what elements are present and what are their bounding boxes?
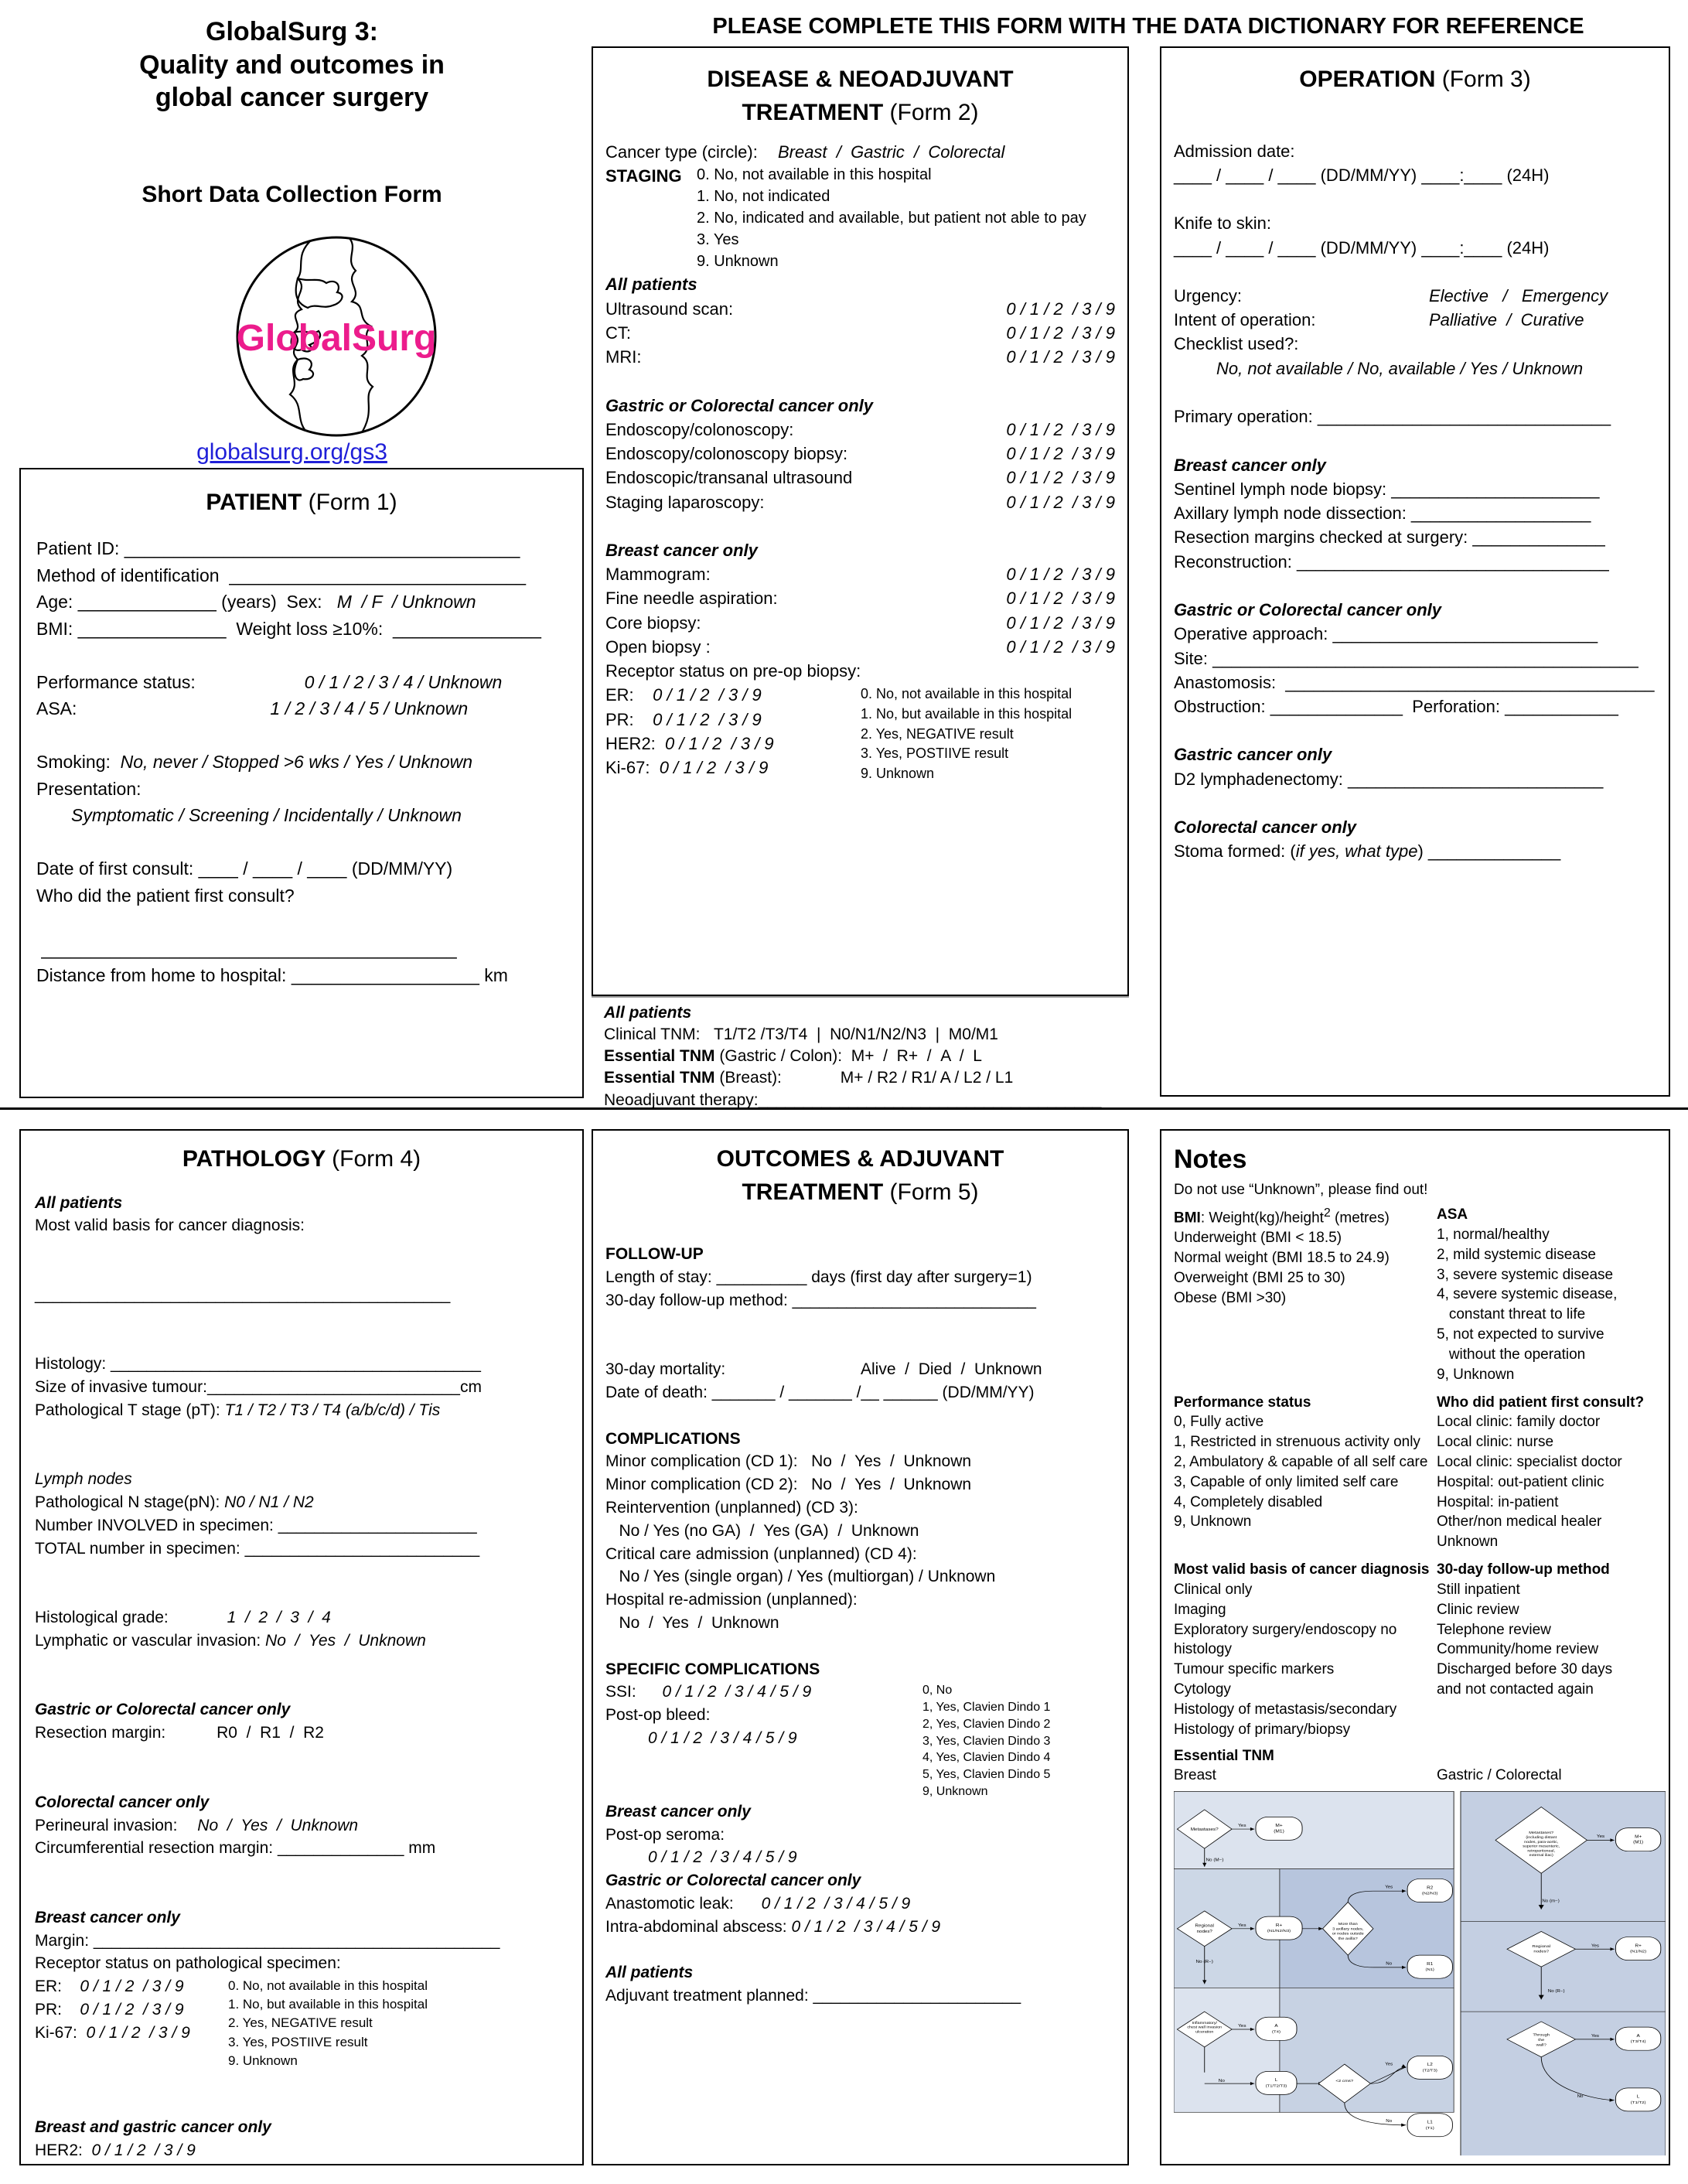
svg-text:No (R−): No (R−)	[1548, 1990, 1565, 1994]
svg-text:Metastases?: Metastases?	[1529, 1831, 1553, 1834]
svg-text:Yes: Yes	[1591, 2035, 1599, 2039]
svg-text:Yes: Yes	[1385, 2063, 1393, 2066]
svg-text:No: No	[1386, 1962, 1392, 1966]
svg-text:Yes: Yes	[1238, 1824, 1246, 1828]
svg-text:M+: M+	[1275, 1824, 1283, 1828]
svg-text:ulceration: ulceration	[1195, 2030, 1214, 2034]
svg-text:(including distant: (including distant	[1526, 1836, 1557, 1840]
svg-text:Metastases?: Metastases?	[1191, 1828, 1219, 1832]
svg-text:wall?: wall?	[1536, 2043, 1546, 2047]
svg-text:A: A	[1274, 2025, 1277, 2029]
svg-text:More than: More than	[1338, 1923, 1358, 1926]
svg-text:Yes: Yes	[1238, 1924, 1246, 1928]
svg-text:Regional: Regional	[1195, 1924, 1214, 1928]
svg-text:R2: R2	[1427, 1886, 1433, 1890]
svg-text:(N1/N2/N3): (N1/N2/N3)	[1267, 1930, 1291, 1933]
svg-text:A: A	[1637, 2035, 1640, 2039]
svg-text:M+: M+	[1635, 1835, 1642, 1839]
svg-text:Yes: Yes	[1385, 1885, 1393, 1889]
svg-text:No (M−): No (M−)	[1205, 1858, 1223, 1862]
svg-text:Inflammatory/: Inflammatory/	[1192, 2022, 1217, 2025]
svg-text:R1: R1	[1427, 1963, 1433, 1967]
svg-text:superior mesenteric,: superior mesenteric,	[1523, 1844, 1560, 1848]
svg-text:the axilla?: the axilla?	[1338, 1937, 1358, 1941]
svg-text:Yes: Yes	[1597, 1834, 1604, 1838]
svg-text:No (m−): No (m−)	[1542, 1899, 1560, 1903]
svg-text:external iliac): external iliac)	[1529, 1854, 1554, 1858]
svg-text:No: No	[1577, 2095, 1584, 2099]
svg-text:L1: L1	[1427, 2121, 1433, 2124]
svg-text:(T3/T4): (T3/T4)	[1631, 2040, 1646, 2044]
svg-text:(M1): (M1)	[1633, 1841, 1643, 1844]
svg-text:(N1/N2): (N1/N2)	[1630, 1950, 1646, 1954]
svg-text:No: No	[1386, 2120, 1392, 2124]
svg-text:(T1/T2): (T1/T2)	[1631, 2101, 1646, 2105]
svg-text:the: the	[1538, 2039, 1544, 2042]
svg-text:chest wall invasion: chest wall invasion	[1187, 2025, 1222, 2029]
svg-text:(M1): (M1)	[1274, 1830, 1284, 1834]
svg-text:(T2/T3): (T2/T3)	[1423, 2069, 1437, 2073]
svg-text:(T4): (T4)	[1272, 2030, 1280, 2034]
svg-text:(N2/N3): (N2/N3)	[1422, 1892, 1438, 1896]
svg-text:(N1): (N1)	[1426, 1968, 1435, 1972]
svg-text:nodes?: nodes?	[1533, 1950, 1549, 1954]
svg-text:nodes, para-aortic,: nodes, para-aortic,	[1524, 1841, 1558, 1844]
svg-text:Through: Through	[1533, 2033, 1550, 2037]
svg-text:R+: R+	[1276, 1924, 1283, 1928]
svg-text:retroperitoneal,: retroperitoneal,	[1527, 1849, 1555, 1853]
svg-text:(T1/T2/T3): (T1/T2/T3)	[1266, 2084, 1287, 2088]
svg-text:(T1): (T1)	[1426, 2126, 1434, 2130]
svg-text:L2: L2	[1427, 2063, 1433, 2067]
svg-text:or nodes outside: or nodes outside	[1332, 1932, 1364, 1936]
svg-text:Yes: Yes	[1238, 2025, 1246, 2029]
svg-text:3 axillary nodes,: 3 axillary nodes,	[1332, 1927, 1363, 1931]
svg-text:Regional: Regional	[1532, 1945, 1550, 1949]
svg-text:nodes?: nodes?	[1197, 1930, 1212, 1934]
svg-text:No: No	[1219, 2080, 1225, 2083]
svg-text:R+: R+	[1635, 1944, 1642, 1948]
svg-text:GlobalSurg: GlobalSurg	[237, 318, 437, 359]
svg-text:<2 cms?: <2 cms?	[1335, 2080, 1353, 2083]
svg-text:Yes: Yes	[1591, 1944, 1599, 1948]
